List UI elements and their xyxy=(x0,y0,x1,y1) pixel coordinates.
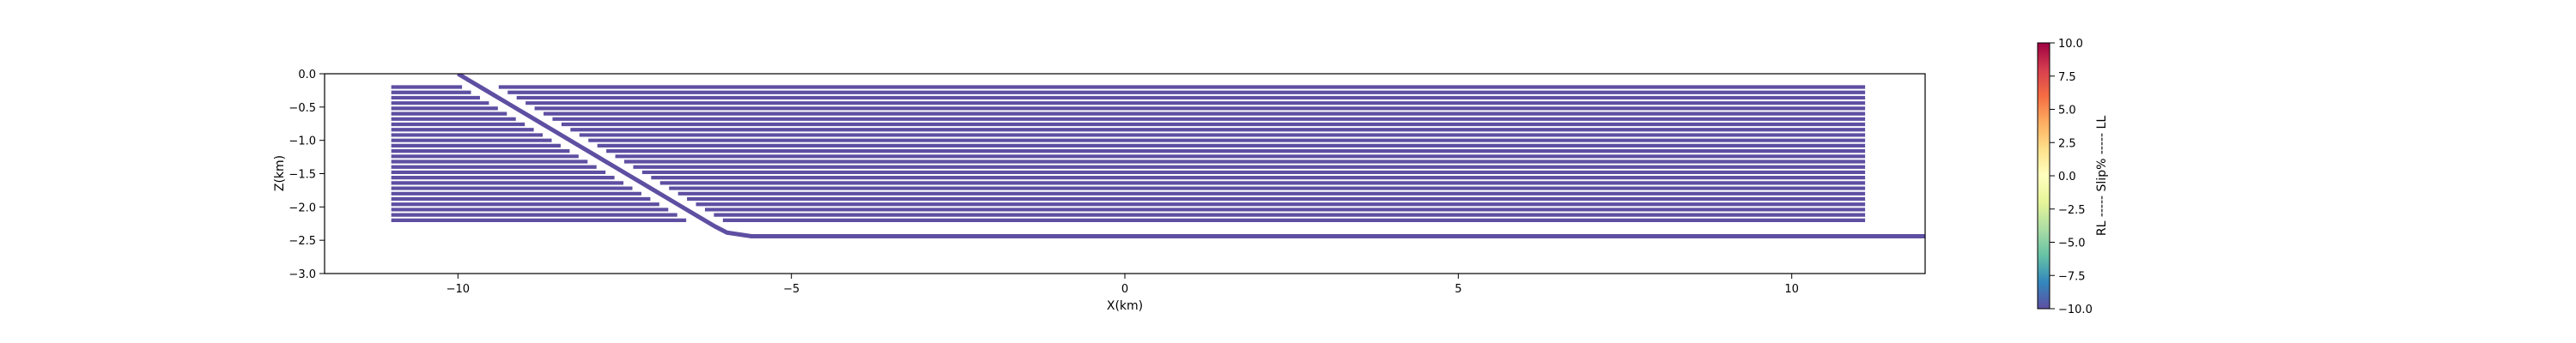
colorbar: 10.0 7.5 5.0 2.5 0.0 −2.5 −5.0 −7.5 −10.0 RL ---… xyxy=(2037,38,2109,316)
y-tick-label: −2.0 xyxy=(289,202,316,214)
main-plot: −10 −5 0 5 10 0.0 −0.5 −1.0 −1.5 −2.0 −2.5 −3.0 X(… xyxy=(273,69,1926,313)
y-axis-ticks: 0.0 −0.5 −1.0 −1.5 −2.0 −2.5 −3.0 xyxy=(289,69,325,281)
x-axis-label: X(km) xyxy=(1107,299,1143,313)
colorbar-tick-label: 2.5 xyxy=(2058,137,2076,150)
colorbar-label: RL ----- Slip% ----- LL xyxy=(2095,116,2109,237)
main-fault-line xyxy=(457,74,1925,239)
y-tick-label: −1.5 xyxy=(289,169,316,182)
y-tick-label: −2.5 xyxy=(289,235,316,248)
x-tick-label: 5 xyxy=(1455,283,1461,296)
colorbar-tick-label: −5.0 xyxy=(2058,238,2086,250)
colorbar-tick-label: 7.5 xyxy=(2058,71,2076,84)
x-tick-label: −10 xyxy=(447,283,470,296)
y-axis-label: Z(km) xyxy=(273,155,287,191)
colorbar-tick-label: −2.5 xyxy=(2058,204,2086,217)
x-tick-label: 10 xyxy=(1784,283,1799,296)
y-tick-label: −0.5 xyxy=(289,102,316,115)
y-tick-label: −1.0 xyxy=(289,135,316,148)
colorbar-tick-label: 0.0 xyxy=(2058,171,2076,184)
colorbar-tick-label: −10.0 xyxy=(2058,304,2093,316)
x-tick-label: 0 xyxy=(1121,283,1128,296)
x-axis-ticks: −10 −5 0 5 10 xyxy=(447,274,1799,296)
colorbar-tick-label: 10.0 xyxy=(2058,38,2083,51)
x-tick-label: −5 xyxy=(783,283,799,296)
colorbar-gradient xyxy=(2037,42,2050,310)
y-tick-label: −3.0 xyxy=(289,268,316,281)
fault-lines xyxy=(391,74,1925,239)
colorbar-tick-label: 5.0 xyxy=(2058,105,2076,117)
colorbar-tick-label: −7.5 xyxy=(2058,270,2086,283)
colorbar-ticks: 10.0 7.5 5.0 2.5 0.0 −2.5 −5.0 −7.5 −10.0 xyxy=(2050,38,2093,316)
y-tick-label: 0.0 xyxy=(298,69,316,81)
